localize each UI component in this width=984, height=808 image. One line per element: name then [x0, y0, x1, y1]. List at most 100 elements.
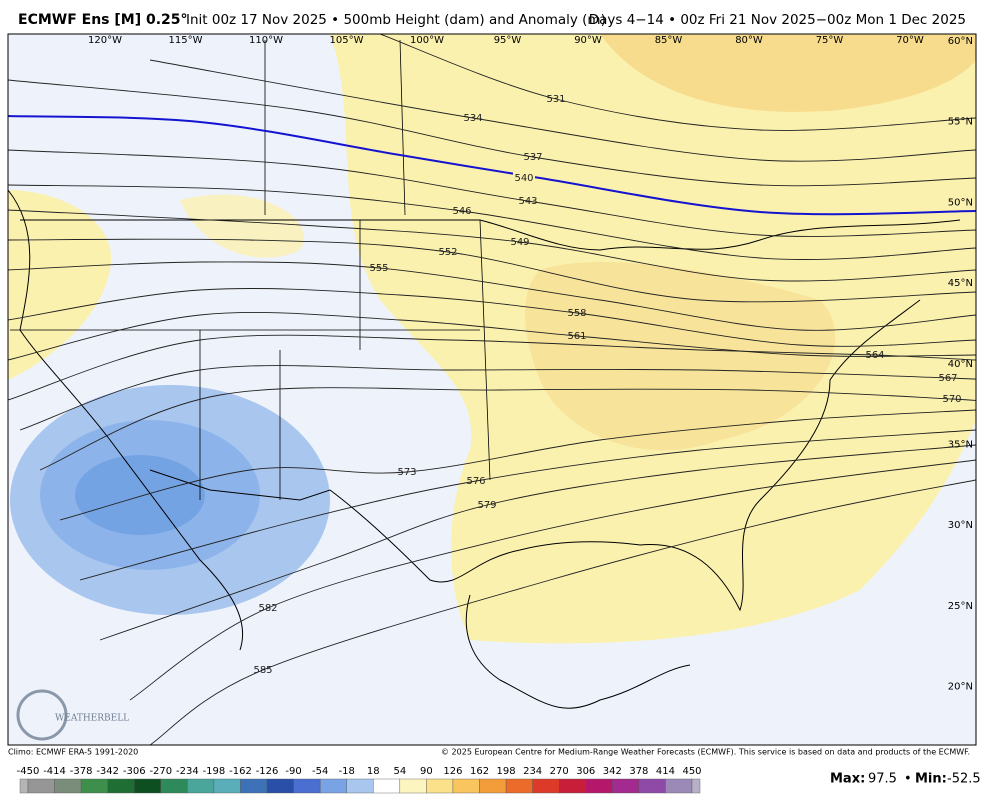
colorbar-swatch: [453, 779, 480, 793]
contour-label: 537: [523, 152, 542, 163]
longitude-label: 100°W: [410, 35, 444, 46]
max-value: 97.5: [868, 772, 897, 787]
contour-label: 558: [567, 308, 586, 319]
colorbar-swatch: [267, 779, 294, 793]
contour-label: 552: [438, 247, 457, 258]
longitude-label: 115°W: [169, 35, 203, 46]
colorbar-label: -414: [43, 766, 66, 777]
colorbar-swatch: [294, 779, 321, 793]
colorbar-swatch: [373, 779, 400, 793]
contour-label: 531: [546, 94, 565, 105]
contour-label: 585: [253, 665, 272, 676]
separator: •: [904, 772, 912, 787]
colorbar-swatch: [240, 779, 267, 793]
latitude-label: 60°N: [948, 36, 973, 47]
contour-label: 579: [477, 500, 496, 511]
colorbar-label: 234: [523, 766, 542, 777]
colorbar-swatch: [347, 779, 374, 793]
latitude-label: 25°N: [948, 601, 973, 612]
colorbar-label: 162: [470, 766, 489, 777]
colorbar-swatch: [559, 779, 586, 793]
colorbar-swatch: [320, 779, 347, 793]
longitude-label: 70°W: [896, 35, 924, 46]
colorbar-label: 18: [367, 766, 380, 777]
colorbar-swatch: [20, 779, 28, 793]
contour-label: 549: [510, 237, 529, 248]
longitude-label: 90°W: [574, 35, 602, 46]
colorbar-swatch: [108, 779, 135, 793]
colorbar-swatch: [586, 779, 613, 793]
colorbar-label: -54: [312, 766, 328, 777]
colorbar-swatch: [214, 779, 241, 793]
colorbar-swatch: [480, 779, 507, 793]
latitude-label: 20°N: [948, 682, 973, 693]
contour-label: 573: [397, 467, 416, 478]
colorbar-swatch: [692, 779, 700, 793]
colorbar-label: 450: [682, 766, 701, 777]
colorbar-label: 54: [393, 766, 406, 777]
max-label: Max:: [830, 772, 865, 787]
contour-label: 546: [452, 206, 471, 217]
longitude-label: 110°W: [249, 35, 283, 46]
colorbar-label: 198: [497, 766, 516, 777]
colorbar-label: 378: [629, 766, 648, 777]
contour-label: 555: [369, 263, 388, 274]
longitude-label: 120°W: [88, 35, 122, 46]
colorbar-swatch: [161, 779, 188, 793]
longitude-label: 85°W: [655, 35, 683, 46]
latitude-label: 55°N: [948, 117, 973, 128]
colorbar-swatch: [81, 779, 108, 793]
contour-label: 540: [514, 173, 533, 184]
latitude-label: 50°N: [948, 197, 973, 208]
init-title: Init 00z 17 Nov 2025 • 500mb Height (dam…: [186, 12, 606, 28]
copyright: © 2025 European Centre for Medium-Range …: [441, 748, 970, 757]
longitude-label: 80°W: [735, 35, 763, 46]
colorbar-label: 126: [443, 766, 462, 777]
colorbar-label: -342: [96, 766, 119, 777]
colorbar-label: -270: [149, 766, 172, 777]
colorbar-swatch: [400, 779, 427, 793]
colorbar-swatch: [134, 779, 161, 793]
longitude-label: 105°W: [330, 35, 364, 46]
colorbar-label: -234: [176, 766, 199, 777]
model-title: ECMWF Ens [M] 0.25°: [18, 12, 188, 28]
colorbar-label: 90: [420, 766, 433, 777]
colorbar-label: -126: [256, 766, 279, 777]
colorbar-label: 342: [603, 766, 622, 777]
colorbar-swatch: [639, 779, 666, 793]
contour-label: 534: [463, 113, 482, 124]
colorbar-swatch: [665, 779, 692, 793]
climo: Climo: ECMWF ERA-5 1991-2020: [8, 748, 138, 757]
latitude-label: 30°N: [948, 520, 973, 531]
contour-label: 561: [567, 331, 586, 342]
contour-label: 564: [865, 350, 884, 361]
min-value: -52.5: [947, 772, 981, 787]
valid-title: Days 4−14 • 00z Fri 21 Nov 2025−00z Mon …: [589, 12, 966, 28]
colorbar-swatch: [28, 779, 55, 793]
logo-text: WEATHERBELL: [55, 714, 129, 724]
map: 531 534 537 540 543 546 549 552 555 558 561 564 567 5…: [8, 34, 984, 745]
longitude-label: 75°W: [816, 35, 844, 46]
colorbar-swatch: [55, 779, 82, 793]
latitude-label: 45°N: [948, 278, 973, 289]
colorbar-label: 306: [576, 766, 595, 777]
contour-label: 570: [942, 394, 961, 405]
colorbar-label: -18: [339, 766, 355, 777]
longitude-label: 95°W: [494, 35, 522, 46]
max-min: Max: 97.5 • Min: -52.5: [830, 772, 981, 787]
contour-label: 582: [258, 603, 277, 614]
min-label: Min:: [915, 772, 947, 787]
latitude-label: 35°N: [948, 440, 973, 451]
colorbar-label: -378: [70, 766, 93, 777]
colorbar-label: -198: [203, 766, 226, 777]
colorbar-label: -90: [285, 766, 301, 777]
contour-label: 567: [938, 373, 957, 384]
colorbar-swatch: [612, 779, 639, 793]
latitude-label: 40°N: [948, 359, 973, 370]
colorbar-label: -162: [229, 766, 252, 777]
negative-anomaly-core: [75, 455, 205, 535]
colorbar-label: -306: [123, 766, 146, 777]
contour-label: 543: [518, 196, 537, 207]
colorbar-swatch: [426, 779, 453, 793]
